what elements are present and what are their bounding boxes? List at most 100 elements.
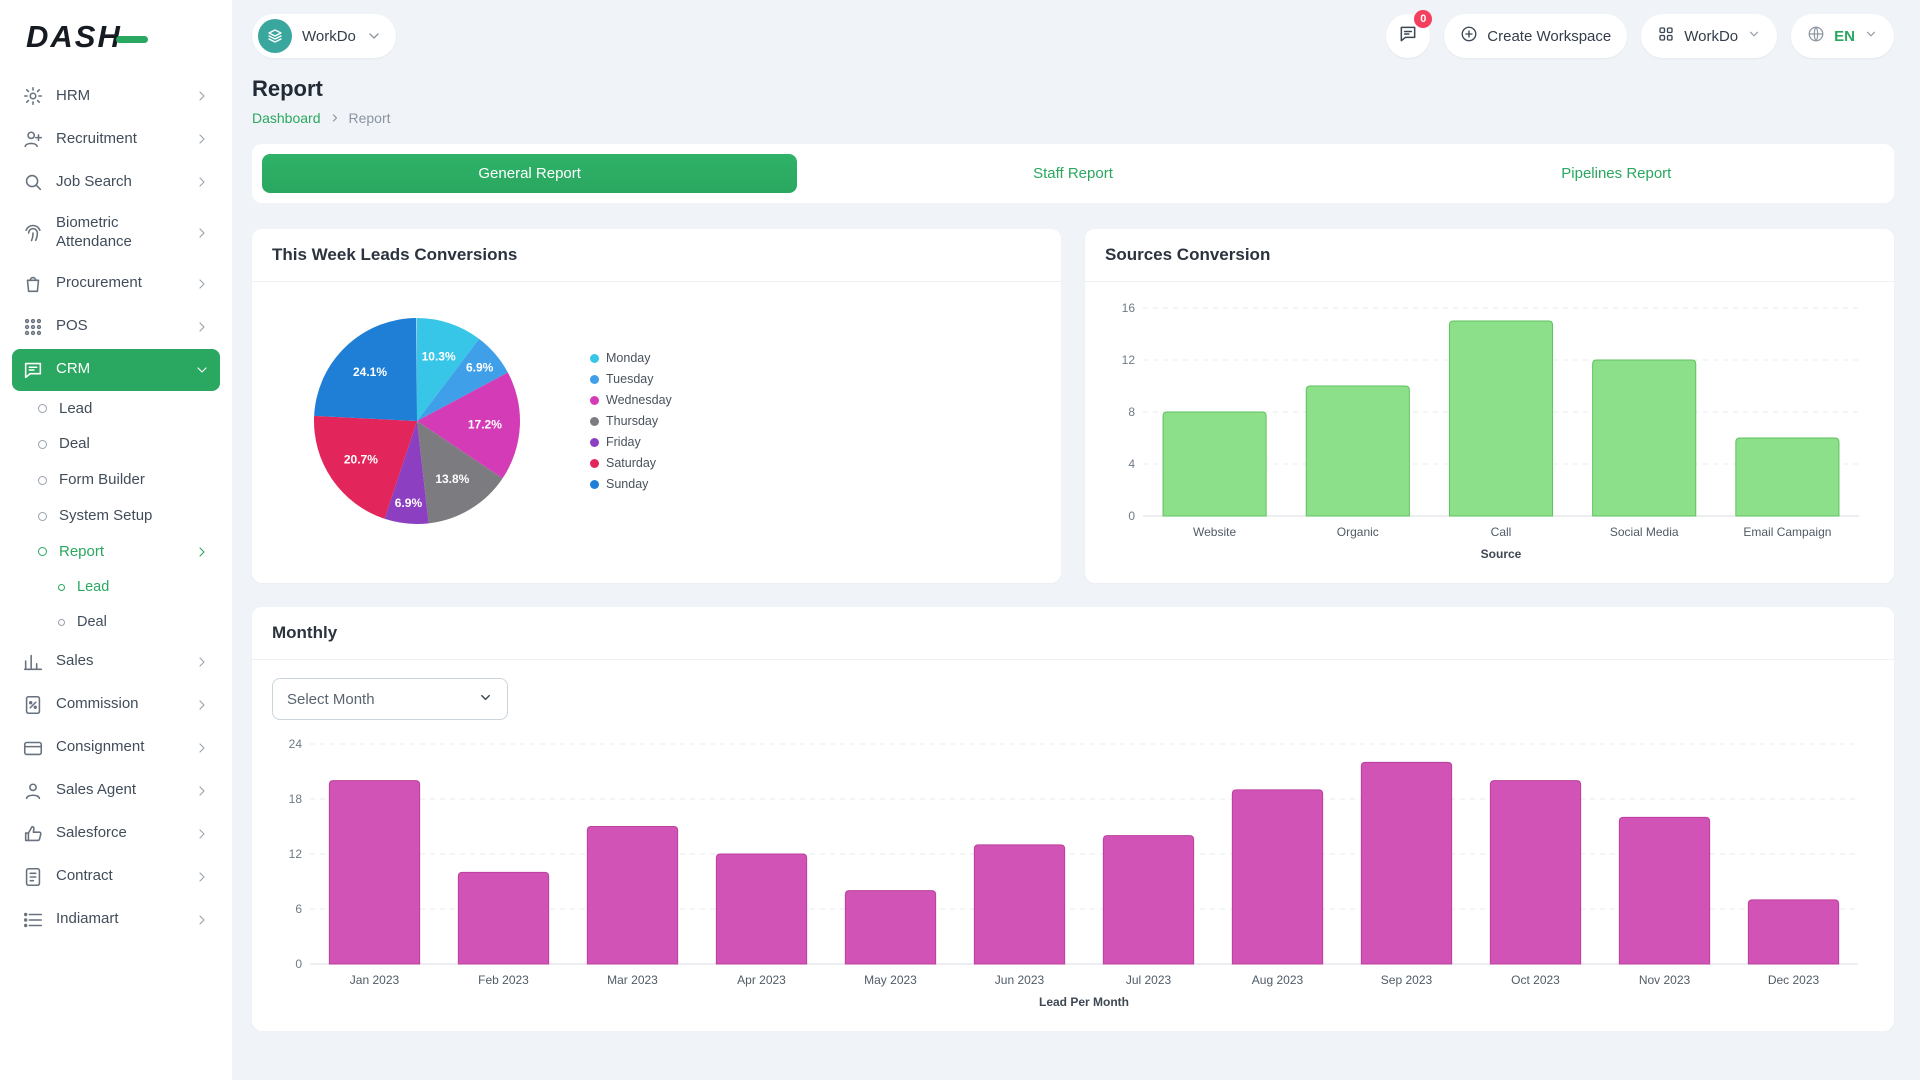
tab-pipelines-report[interactable]: Pipelines Report <box>1561 165 1672 182</box>
sidebar-subitem-system-setup[interactable]: System Setup <box>12 499 220 534</box>
sidebar-subitem-lead[interactable]: Lead <box>12 392 220 427</box>
legend-dot-icon <box>590 479 599 489</box>
salesforce-icon <box>22 823 44 845</box>
svg-text:20.7%: 20.7% <box>344 452 378 466</box>
sidebar-item-consignment[interactable]: Consignment <box>12 727 220 769</box>
svg-text:10.3%: 10.3% <box>422 350 456 364</box>
breadcrumb-dashboard-link[interactable]: Dashboard <box>252 110 321 126</box>
svg-text:Mar 2023: Mar 2023 <box>607 973 658 987</box>
legend-item-tuesday: Tuesday <box>590 369 672 390</box>
sidebar-item-contract[interactable]: Contract <box>12 856 220 898</box>
sidebar-item-hrm[interactable]: HRM <box>12 75 220 117</box>
app-switcher-label: WorkDo <box>1684 27 1739 45</box>
report-tabs: General Report Staff Report Pipelines Re… <box>252 144 1894 203</box>
svg-text:17.2%: 17.2% <box>468 417 502 431</box>
leads-conversions-body: 10.3% 6.9% 17.2% 13.8% 6.9% 20.7% 24.1% Monday… <box>252 282 1061 560</box>
sidebar-subitem-deal[interactable]: Deal <box>12 605 220 639</box>
chevron-down-icon <box>194 362 210 378</box>
svg-text:Aug 2023: Aug 2023 <box>1252 973 1304 987</box>
svg-text:0: 0 <box>1128 509 1135 523</box>
sidebar-item-crm[interactable]: CRM <box>12 348 220 391</box>
bullet-icon <box>58 618 65 626</box>
job-search-icon <box>22 171 44 193</box>
topbar-actions: 0 Create Workspace WorkDo EN <box>1386 10 1894 58</box>
chevron-down-icon <box>366 28 382 44</box>
chevron-right-icon <box>194 654 210 670</box>
indiamart-icon <box>22 909 44 931</box>
sidebar-item-biometric-attendance[interactable]: Biometric Attendance <box>12 204 220 262</box>
legend-dot-icon <box>590 458 599 468</box>
sidebar-item-pos[interactable]: POS <box>12 306 220 348</box>
bullet-icon <box>38 475 47 485</box>
svg-text:12: 12 <box>289 847 303 861</box>
page-title: Report <box>252 76 323 101</box>
app-switcher-dropdown[interactable]: WorkDo <box>1641 14 1778 58</box>
bar-chart-monthly: 0 6 12 18 24 Jan 2023 Feb 2023 Mar 2023 Apr 2023… <box>289 737 1858 1009</box>
svg-text:Dec 2023: Dec 2023 <box>1768 973 1820 987</box>
sidebar-subitem-lead[interactable]: Lead <box>12 570 220 604</box>
commission-icon <box>22 694 44 716</box>
content: Report Dashboard Report General Report S… <box>232 66 1920 1031</box>
sidebar-item-sales[interactable]: Sales <box>12 641 220 683</box>
chevron-right-icon <box>194 697 210 713</box>
svg-text:18: 18 <box>289 792 303 806</box>
legend-dot-icon <box>590 437 599 447</box>
chevron-right-icon <box>194 88 210 104</box>
svg-text:Website: Website <box>1193 525 1236 539</box>
globe-icon <box>1807 25 1825 47</box>
legend-item-wednesday: Wednesday <box>590 390 672 411</box>
svg-text:Feb 2023: Feb 2023 <box>478 973 529 987</box>
sales-icon <box>22 651 44 673</box>
sidebar-subitem-report[interactable]: Report <box>12 535 220 570</box>
create-workspace-label: Create Workspace <box>1487 27 1612 45</box>
sidebar-item-recruitment[interactable]: Recruitment <box>12 118 220 160</box>
notification-badge: 0 <box>1414 10 1433 28</box>
chevron-down-icon <box>1747 27 1761 45</box>
svg-text:May 2023: May 2023 <box>864 973 917 987</box>
monthly-body: Select Month 0 6 12 18 24 Jan 2023 Feb 2023 Mar… <box>252 660 1894 1031</box>
legend-dot-icon <box>590 353 599 363</box>
sidebar-subitem-deal[interactable]: Deal <box>12 427 220 462</box>
svg-text:0: 0 <box>295 957 302 971</box>
legend-dot-icon <box>590 395 599 405</box>
sidebar-item-salesforce[interactable]: Salesforce <box>12 813 220 855</box>
sidebar-subitem-form-builder[interactable]: Form Builder <box>12 463 220 498</box>
pos-icon <box>22 316 44 338</box>
plus-circle-icon <box>1460 25 1478 47</box>
logo[interactable]: DASH <box>12 0 220 74</box>
charts-row: This Week Leads Conversions 10.3% 6.9% 17.… <box>252 229 1894 583</box>
tab-general-report[interactable]: General Report <box>262 154 798 193</box>
chevron-right-icon <box>194 225 210 241</box>
tab-staff-report[interactable]: Staff Report <box>1033 165 1113 182</box>
chevron-right-icon <box>194 544 210 560</box>
svg-text:Jul 2023: Jul 2023 <box>1126 973 1172 987</box>
workspace-avatar-icon <box>258 19 292 53</box>
sidebar-item-commission[interactable]: Commission <box>12 684 220 726</box>
language-dropdown[interactable]: EN <box>1791 14 1894 58</box>
svg-text:13.8%: 13.8% <box>435 472 469 486</box>
create-workspace-button[interactable]: Create Workspace <box>1444 14 1628 58</box>
hrm-icon <box>22 85 44 107</box>
svg-text:Call: Call <box>1491 525 1512 539</box>
topbar: WorkDo 0 Create Workspace WorkDo EN <box>232 0 1920 66</box>
sidebar-item-procurement[interactable]: Procurement <box>12 263 220 305</box>
sidebar-item-job-search[interactable]: Job Search <box>12 161 220 203</box>
select-month-dropdown[interactable]: Select Month <box>272 678 508 720</box>
chevron-down-icon <box>478 690 493 709</box>
legend-dot-icon <box>590 374 599 384</box>
leads-conversions-title: This Week Leads Conversions <box>252 229 1061 282</box>
svg-text:Organic: Organic <box>1337 525 1379 539</box>
messages-button[interactable]: 0 <box>1386 10 1433 58</box>
bar-chart-sources: 0 4 8 12 16 Website Organic Call Social Media Ema… <box>1122 301 1859 561</box>
workspace-chip[interactable]: WorkDo <box>252 14 396 58</box>
sidebar: DASH HRM Recruitment Job Search Biometric A… <box>0 0 232 1080</box>
bullet-icon <box>38 511 47 521</box>
legend-dot-icon <box>590 416 599 426</box>
chevron-right-icon <box>194 319 210 335</box>
sources-conversion-body: 0 4 8 12 16 Website Organic Call Social Media Ema… <box>1085 282 1894 583</box>
chevron-right-icon <box>194 826 210 842</box>
sidebar-item-sales-agent[interactable]: Sales Agent <box>12 770 220 812</box>
bullet-icon <box>38 547 47 557</box>
svg-text:16: 16 <box>1122 301 1136 315</box>
sidebar-item-indiamart[interactable]: Indiamart <box>12 899 220 941</box>
